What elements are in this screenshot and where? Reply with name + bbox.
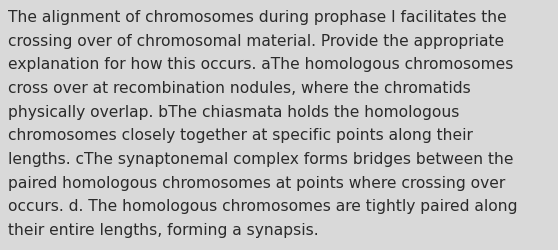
Text: physically overlap. bThe chiasmata holds the homologous: physically overlap. bThe chiasmata holds… [8,104,459,119]
Text: lengths. cThe synaptonemal complex forms bridges between the: lengths. cThe synaptonemal complex forms… [8,151,513,166]
Text: crossing over of chromosomal material. Provide the appropriate: crossing over of chromosomal material. P… [8,34,504,48]
Text: chromosomes closely together at specific points along their: chromosomes closely together at specific… [8,128,473,143]
Text: The alignment of chromosomes during prophase I facilitates the: The alignment of chromosomes during prop… [8,10,507,25]
Text: cross over at recombination nodules, where the chromatids: cross over at recombination nodules, whe… [8,80,471,96]
Text: paired homologous chromosomes at points where crossing over: paired homologous chromosomes at points … [8,175,505,190]
Text: occurs. d. The homologous chromosomes are tightly paired along: occurs. d. The homologous chromosomes ar… [8,198,517,213]
Text: their entire lengths, forming a synapsis.: their entire lengths, forming a synapsis… [8,222,319,237]
Text: explanation for how this occurs. aThe homologous chromosomes: explanation for how this occurs. aThe ho… [8,57,513,72]
